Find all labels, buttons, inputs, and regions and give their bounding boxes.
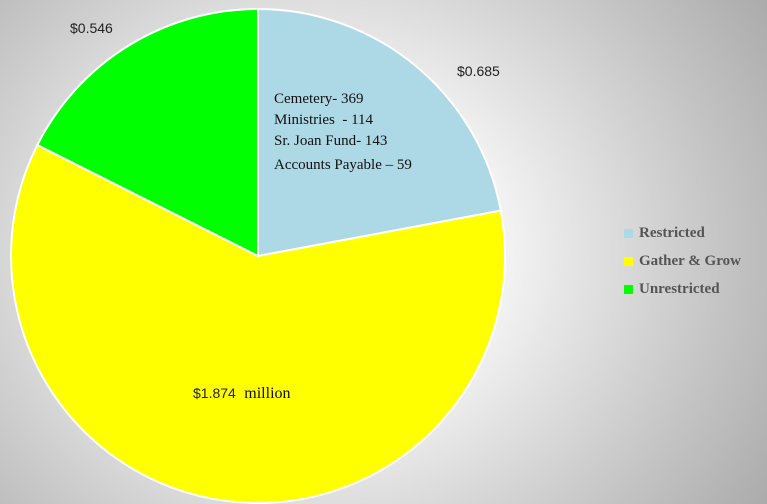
value-label-gather-grow-unit: million <box>244 385 290 402</box>
pie-slice-unrestricted <box>35 7 259 258</box>
annotation-line-accounts-payable: Accounts Payable – 59 <box>274 157 412 173</box>
legend-item-restricted: Restricted <box>624 219 741 247</box>
chart-legend: Restricted Gather & Grow Unrestricted <box>624 219 741 303</box>
annotation-line-cemetery: Cemetery- 369 <box>274 91 364 107</box>
legend-item-gather-grow: Gather & Grow <box>624 247 741 275</box>
pie-slices <box>10 7 506 504</box>
legend-swatch-gather-grow <box>624 256 633 266</box>
value-label-gather-grow-amount: $1.874 <box>193 385 236 401</box>
legend-label-gather-grow: Gather & Grow <box>639 253 741 269</box>
legend-swatch-restricted <box>624 228 633 238</box>
legend-label-restricted: Restricted <box>639 225 705 241</box>
legend-swatch-unrestricted <box>624 284 633 294</box>
value-label-unrestricted: $0.546 <box>70 20 113 36</box>
legend-label-unrestricted: Unrestricted <box>639 281 720 297</box>
annotation-line-sr-joan-fund: Sr. Joan Fund- 143 <box>274 133 387 149</box>
value-label-gather-grow: $1.874 million <box>193 385 291 402</box>
pie-slice-gather-grow <box>10 143 506 504</box>
annotation-line-ministries: Ministries - 114 <box>274 112 374 128</box>
pie-slice-restricted <box>257 7 502 258</box>
value-label-restricted: $0.685 <box>457 63 500 79</box>
legend-item-unrestricted: Unrestricted <box>624 275 741 303</box>
